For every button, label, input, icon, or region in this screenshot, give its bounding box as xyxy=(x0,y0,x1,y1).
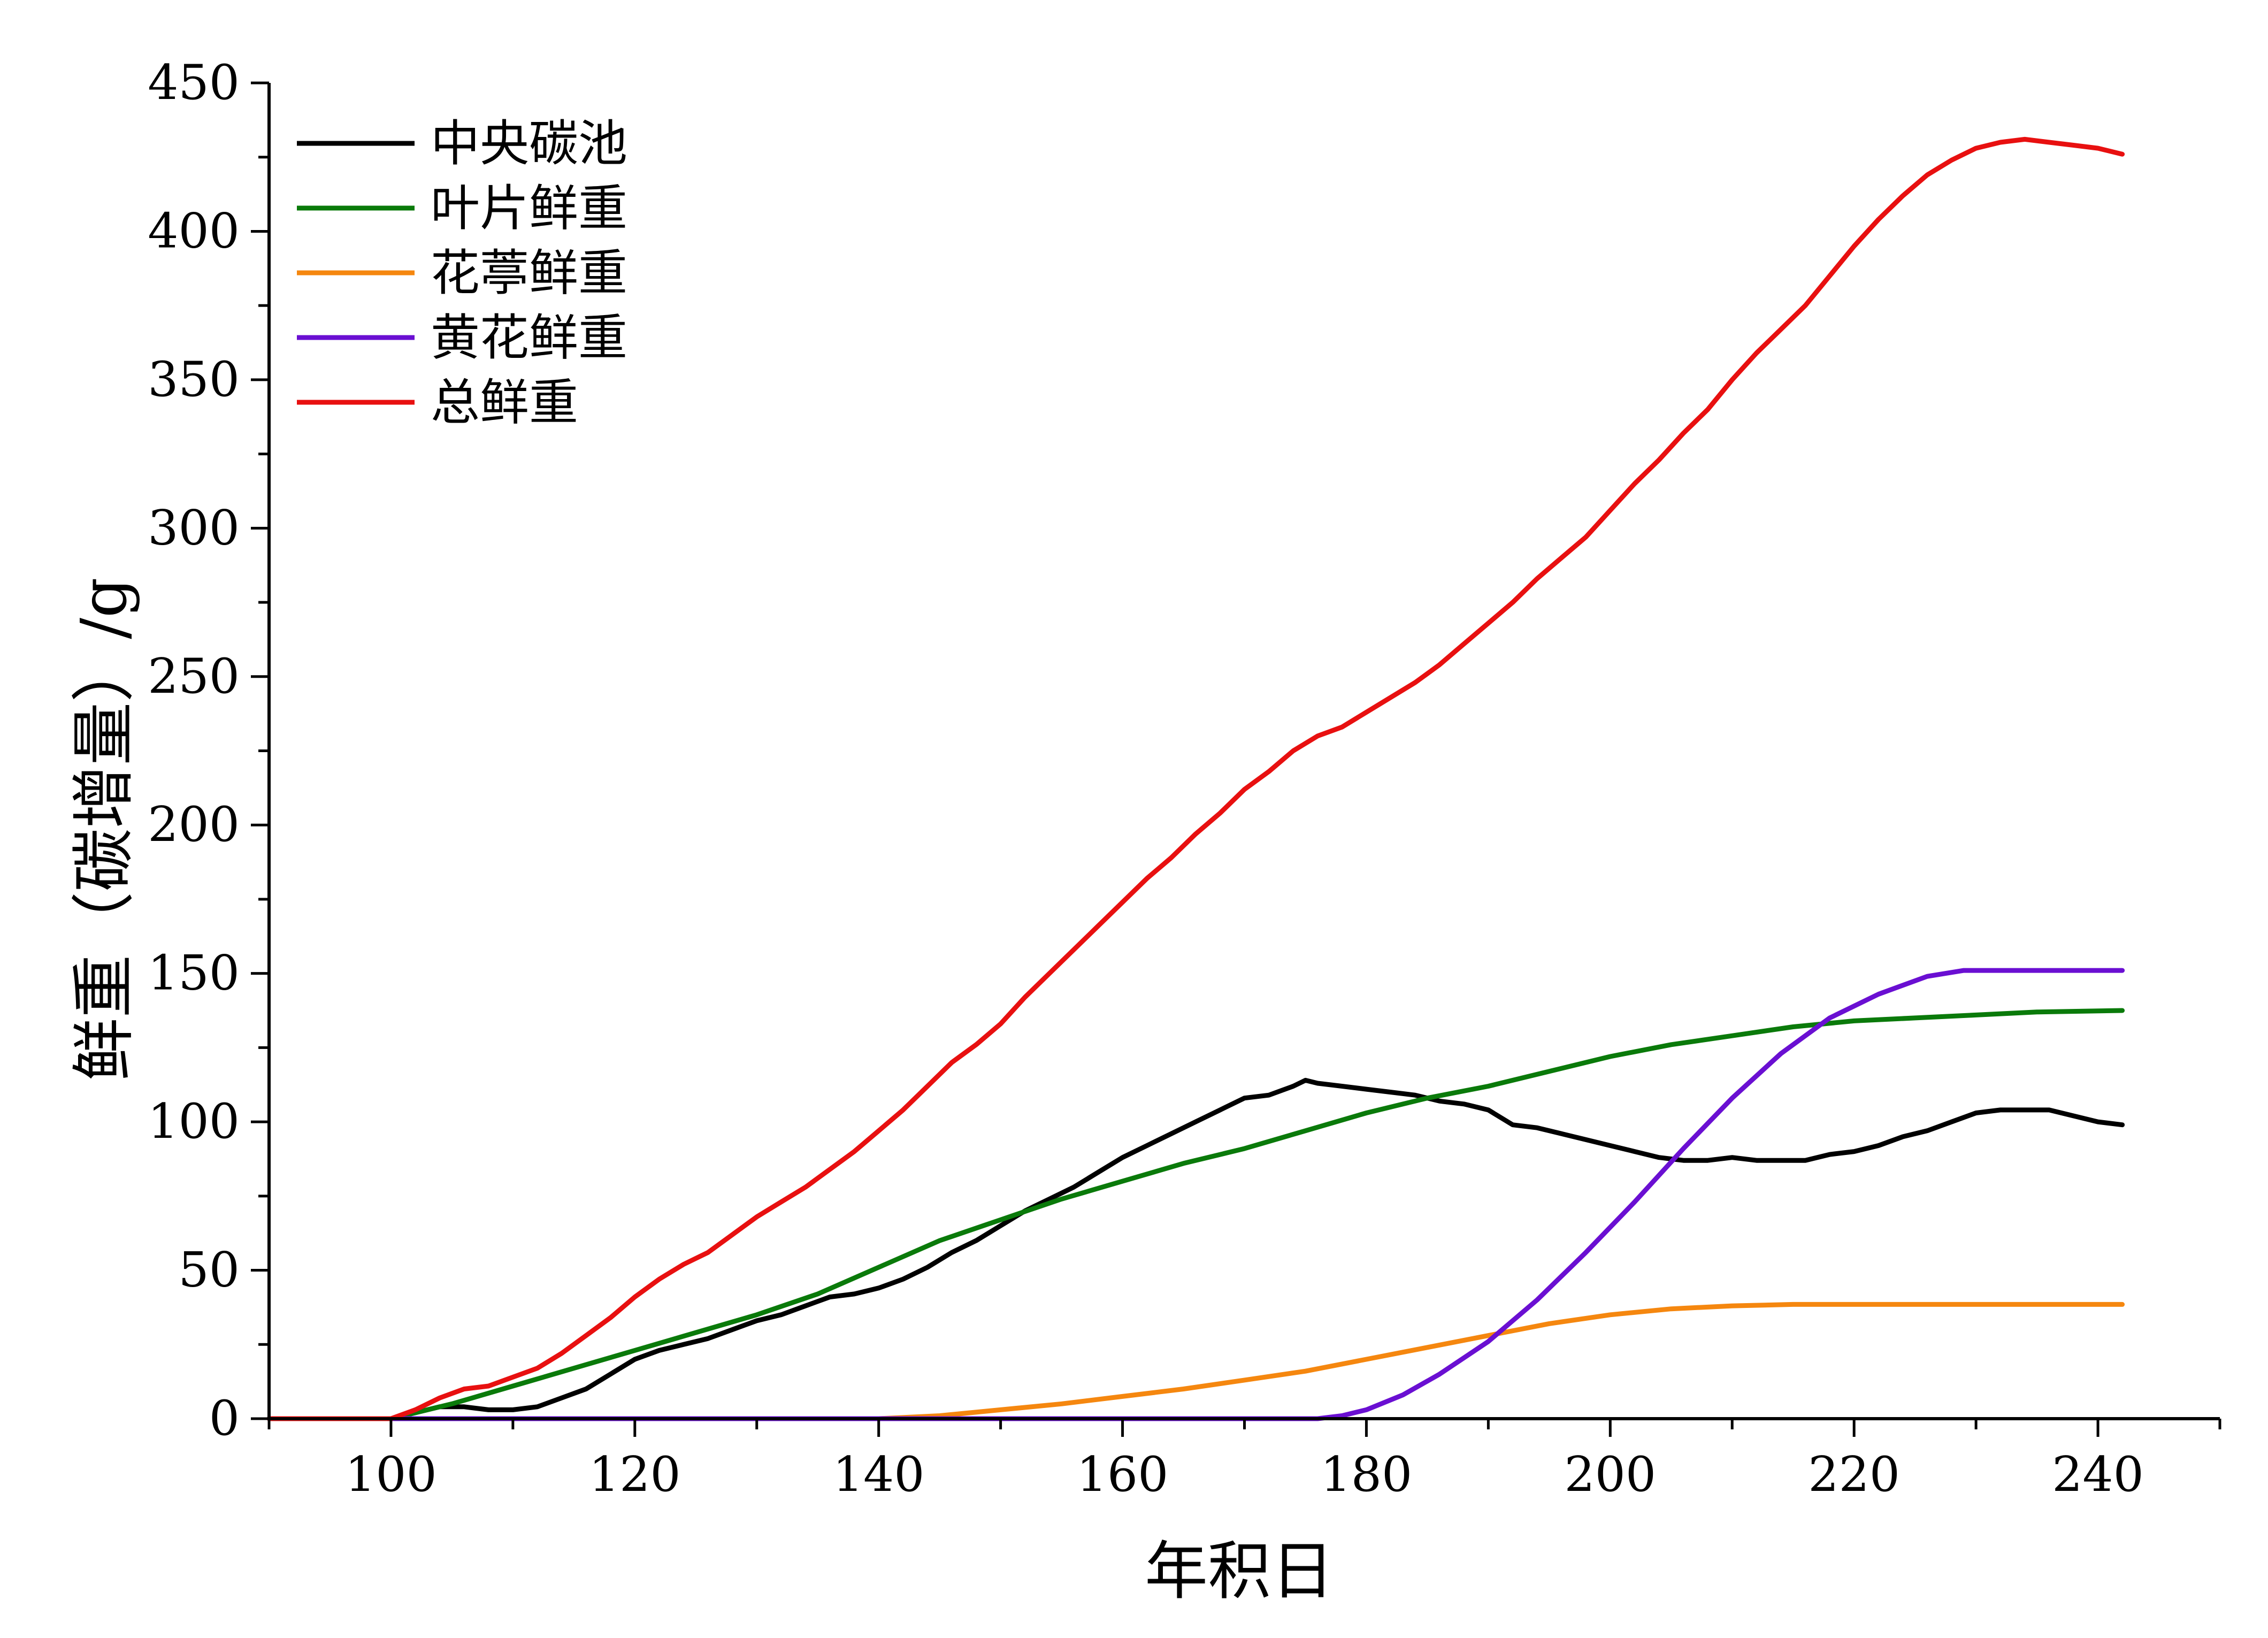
y-axis-title: 鲜重（碳增量）/g xyxy=(67,577,141,1081)
legend-label-5: 总鲜重 xyxy=(431,374,578,431)
series-line-2 xyxy=(266,1008,2125,1421)
y-tick-label: 450 xyxy=(148,55,240,111)
legend-label-3: 花葶鲜重 xyxy=(431,244,627,302)
series-line-1 xyxy=(266,1077,2125,1421)
y-tick-label: 50 xyxy=(178,1242,240,1298)
series-line-4 xyxy=(266,968,2125,1421)
x-tick-label: 100 xyxy=(345,1446,437,1503)
legend-label-4: 黄花鲜重 xyxy=(431,309,627,366)
legend-label-1: 中央碳池 xyxy=(431,115,627,172)
y-tick-label: 100 xyxy=(148,1093,240,1150)
series-line-5 xyxy=(266,136,2125,1421)
y-tick-label: 350 xyxy=(148,351,240,408)
y-tick-label: 0 xyxy=(209,1390,240,1446)
legend-label-2: 叶片鲜重 xyxy=(431,180,627,237)
y-tick-label: 200 xyxy=(148,797,240,853)
y-tick-label: 150 xyxy=(148,945,240,1001)
x-tick-label: 240 xyxy=(2052,1446,2144,1503)
x-axis-title: 年积日 xyxy=(1145,1534,1334,1608)
x-tick-label: 220 xyxy=(1808,1446,1900,1503)
series-line-3 xyxy=(266,1302,2125,1421)
x-tick-label: 120 xyxy=(589,1446,681,1503)
ticks-layer: 100 120 140 160 180 200 220 240 0 50 100 150 200 250 3… xyxy=(148,55,2221,1503)
y-tick-label: 400 xyxy=(148,203,240,259)
series-layer xyxy=(266,136,2125,1421)
x-tick-label: 160 xyxy=(1077,1446,1169,1503)
y-tick-label: 300 xyxy=(148,500,240,556)
x-tick-label: 180 xyxy=(1321,1446,1413,1503)
y-tick-label: 250 xyxy=(148,648,240,705)
x-tick-label: 140 xyxy=(833,1446,925,1503)
x-tick-label: 200 xyxy=(1564,1446,1656,1503)
